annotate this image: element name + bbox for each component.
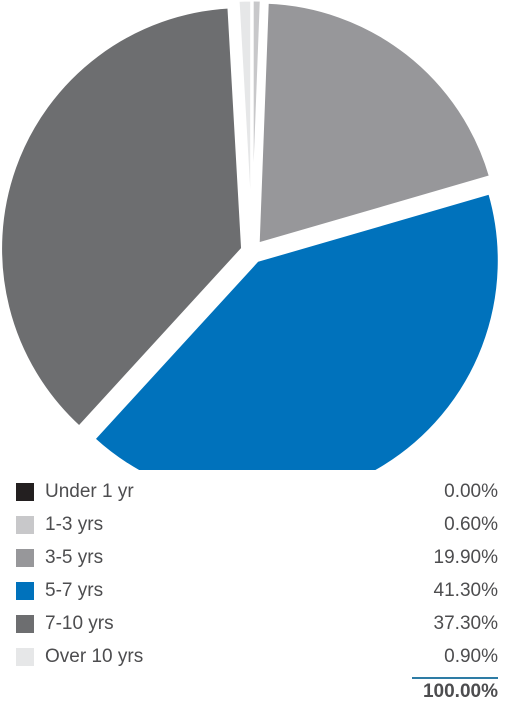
pie-slice-over-10-yrs <box>236 0 254 243</box>
legend-label: 3-5 yrs <box>45 546 104 568</box>
pie-chart <box>0 0 501 470</box>
legend-row: 5-7 yrs 41.30% <box>16 574 498 607</box>
legend-label: 7-10 yrs <box>45 612 114 634</box>
legend-value: 19.90% <box>433 546 498 568</box>
legend-value: 0.90% <box>444 645 498 667</box>
legend-row: 3-5 yrs 19.90% <box>16 541 498 574</box>
legend-swatch <box>16 581 34 600</box>
legend-value: 0.60% <box>444 513 498 535</box>
pie-slice-7-10-yrs <box>0 5 245 430</box>
pie-slice-5-7-yrs <box>91 191 501 470</box>
legend-value: 41.30% <box>433 579 498 601</box>
legend-row: 7-10 yrs 37.30% <box>16 607 498 640</box>
legend-label: Over 10 yrs <box>45 645 144 667</box>
legend-row: Over 10 yrs 0.90% <box>16 640 498 673</box>
legend: Under 1 yr 0.00% 1-3 yrs 0.60% 3-5 yrs 1… <box>16 475 498 707</box>
legend-swatch <box>16 515 34 534</box>
legend-row: Under 1 yr 0.00% <box>16 475 498 508</box>
legend-label: 5-7 yrs <box>45 579 104 601</box>
legend-swatch <box>16 647 34 666</box>
legend-value: 0.00% <box>444 480 498 502</box>
total-value: 100.00% <box>412 677 498 703</box>
legend-swatch <box>16 548 34 567</box>
legend-label: Under 1 yr <box>45 480 134 502</box>
pie-slice-3-5-yrs <box>256 0 493 247</box>
total-row: 100.00% <box>16 673 498 707</box>
legend-row: 1-3 yrs 0.60% <box>16 508 498 541</box>
legend-swatch <box>16 614 34 633</box>
legend-label: 1-3 yrs <box>45 513 104 535</box>
legend-value: 37.30% <box>433 612 498 634</box>
legend-swatch <box>16 482 34 501</box>
